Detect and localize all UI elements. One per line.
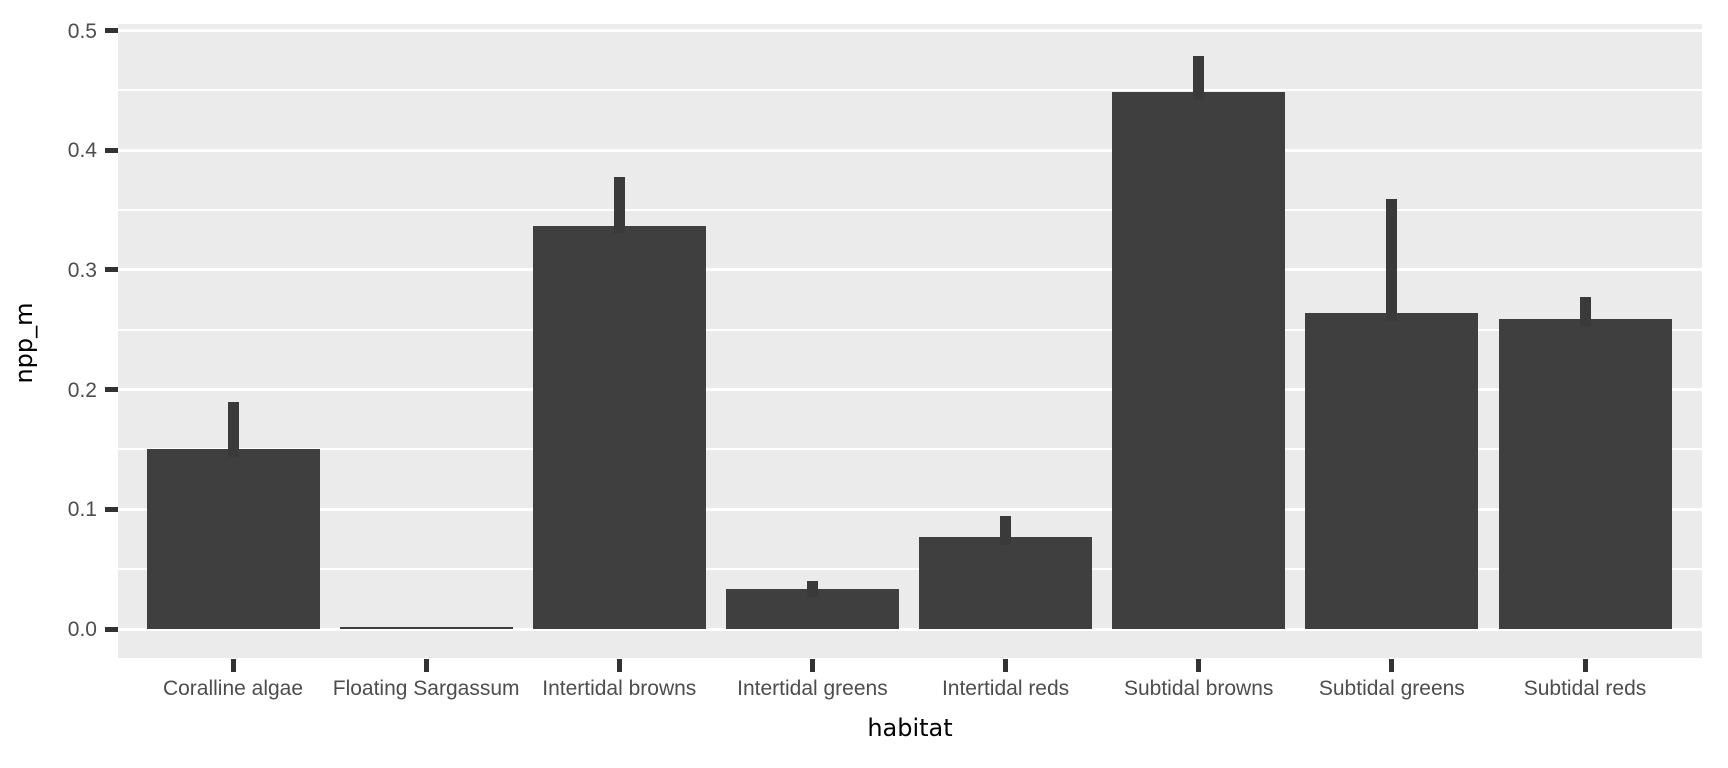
bar xyxy=(339,627,513,629)
major-gridline xyxy=(118,29,1702,32)
error-bar xyxy=(227,401,239,458)
major-gridline xyxy=(118,148,1702,152)
major-gridline xyxy=(118,507,1702,511)
error-bar xyxy=(1386,199,1398,321)
minor-gridline xyxy=(118,328,1702,331)
x-tick-label: Intertidal browns xyxy=(542,677,697,700)
y-tick-label: 0.2 xyxy=(67,378,97,402)
y-axis-title: npp_m xyxy=(10,302,38,384)
bar xyxy=(532,225,706,629)
y-tick-mark xyxy=(105,387,118,393)
bar xyxy=(919,536,1093,629)
y-tick-label: 0.1 xyxy=(67,498,97,522)
error-bars-layer xyxy=(118,24,1702,658)
x-tick-mark xyxy=(230,659,236,672)
bars-layer xyxy=(118,24,1702,658)
x-tick-label: Intertidal reds xyxy=(941,677,1070,700)
y-tick-mark xyxy=(105,147,118,153)
x-tick-mark xyxy=(1389,659,1395,672)
major-gridline xyxy=(118,388,1702,392)
y-tick-label: 0.5 xyxy=(67,19,97,43)
minor-gridline xyxy=(118,89,1702,92)
y-tick-label: 0.0 xyxy=(67,618,97,641)
bar xyxy=(1305,312,1479,629)
x-tick-mark xyxy=(423,659,429,672)
y-tick-mark xyxy=(105,28,118,33)
x-tick-label: Subtidal greens xyxy=(1318,677,1465,700)
x-tick-label: Intertidal greens xyxy=(737,677,888,700)
x-tick-mark xyxy=(809,659,815,672)
minor-gridline xyxy=(118,209,1702,212)
error-bar xyxy=(1193,55,1205,100)
y-tick-label: 0.4 xyxy=(67,139,97,163)
x-tick-label: Coralline algae xyxy=(162,677,304,700)
x-tick-mark xyxy=(1582,659,1588,672)
x-tick-mark xyxy=(1003,659,1009,672)
error-bar xyxy=(613,176,625,234)
major-gridline xyxy=(118,268,1702,272)
x-tick-mark xyxy=(1196,659,1202,672)
error-bar xyxy=(1000,516,1012,545)
gridlines-layer xyxy=(118,24,1702,658)
x-tick-label: Subtidal browns xyxy=(1123,677,1274,700)
major-gridline xyxy=(118,627,1702,631)
error-bar xyxy=(806,581,818,598)
x-tick-label: Subtidal reds xyxy=(1523,677,1647,700)
y-tick-mark xyxy=(105,626,118,632)
bar xyxy=(146,449,320,629)
error-bar xyxy=(1579,297,1591,327)
minor-gridline xyxy=(118,448,1702,451)
bar xyxy=(1498,318,1672,629)
x-tick-label: Floating Sargassum xyxy=(332,677,520,700)
y-tick-mark xyxy=(105,506,118,512)
minor-gridline xyxy=(118,568,1702,571)
x-axis-title: habitat xyxy=(867,714,953,742)
bar xyxy=(1112,91,1286,629)
plot-panel xyxy=(118,24,1702,658)
y-tick-label: 0.3 xyxy=(67,258,97,282)
y-tick-mark xyxy=(105,267,118,273)
x-tick-mark xyxy=(616,659,622,672)
